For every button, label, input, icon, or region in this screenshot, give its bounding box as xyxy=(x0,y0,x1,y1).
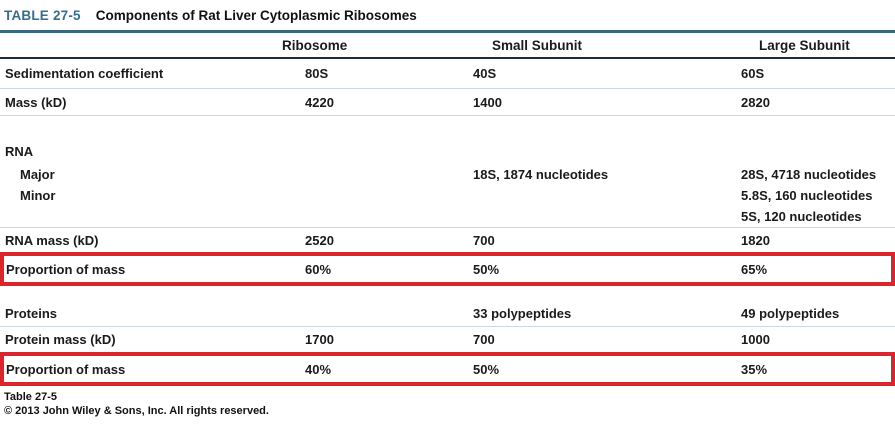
highlight-box-rna-proportion: Proportion of mass 60% 50% 65% xyxy=(0,252,895,286)
cell-large-subunit: 49 polypeptides xyxy=(741,305,840,321)
cell-ribosome: 40% xyxy=(305,361,332,377)
cell-ribosome: 1700 xyxy=(305,332,334,347)
row-rna-mass: RNA mass (kD) 2520 700 1820 xyxy=(0,228,895,252)
highlight-box-protein-proportion: Proportion of mass 40% 50% 35% xyxy=(0,352,895,386)
page-title: Components of Rat Liver Cytoplasmic Ribo… xyxy=(95,8,417,23)
cell-large-subunit: 28S, 4718 nucleotides xyxy=(741,167,877,182)
cell-small-subunit: 40S xyxy=(473,66,497,81)
title-rule xyxy=(0,30,895,33)
figure-footer: Table 27-5 © 2013 John Wiley & Sons, Inc… xyxy=(4,391,895,418)
cell-large-subunit: 2820 xyxy=(741,94,770,110)
cell-ribosome: 2520 xyxy=(305,232,334,248)
column-header-large-subunit: Large Subunit xyxy=(759,37,850,53)
cell-large-subunit: 35% xyxy=(741,361,768,377)
footer-table-number: Table 27-5 xyxy=(4,391,57,403)
section-gap xyxy=(0,286,895,300)
table-title-row: TABLE 27-5 Components of Rat Liver Cytopl… xyxy=(0,0,895,25)
row-proteins-section: Proteins 33 polypeptides 49 polypeptides xyxy=(0,300,895,327)
section-label: RNA xyxy=(5,143,34,159)
cell-ribosome: 80S xyxy=(305,66,329,81)
cell-small-subunit: 700 xyxy=(473,332,495,347)
row-mass: Mass (kD) 4220 1400 2820 xyxy=(0,89,895,116)
cell-small-subunit: 50% xyxy=(473,261,500,277)
row-rna-section: RNA xyxy=(0,138,895,164)
row-label: Mass (kD) xyxy=(5,94,67,110)
row-sedimentation-coefficient: Sedimentation coefficient 80S 40S 60S xyxy=(0,59,895,89)
cell-ribosome: 4220 xyxy=(305,94,334,110)
cell-small-subunit: 1400 xyxy=(473,94,502,110)
cell-large-subunit: 65% xyxy=(741,261,768,277)
row-label: Sedimentation coefficient xyxy=(5,66,164,81)
column-header-ribosome: Ribosome xyxy=(282,37,348,53)
cell-small-subunit: 33 polypeptides xyxy=(473,305,572,321)
cell-large-subunit: 60S xyxy=(741,66,765,81)
cell-large-subunit: 5S, 120 nucleotides xyxy=(741,209,862,224)
cell-small-subunit: 18S, 1874 nucleotides xyxy=(473,167,609,182)
row-label: Major xyxy=(20,167,55,182)
cell-large-subunit: 5.8S, 160 nucleotides xyxy=(741,188,873,203)
footer-copyright: © 2013 John Wiley & Sons, Inc. All right… xyxy=(4,404,269,417)
row-label: Protein mass (kD) xyxy=(5,332,116,347)
row-label: RNA mass (kD) xyxy=(5,232,99,248)
cell-small-subunit: 700 xyxy=(473,232,495,248)
cell-small-subunit: 50% xyxy=(473,361,500,377)
column-header-small-subunit: Small Subunit xyxy=(492,37,583,53)
cell-large-subunit: 1000 xyxy=(741,332,770,347)
section-gap xyxy=(0,116,895,138)
cell-large-subunit: 1820 xyxy=(741,232,770,248)
table-number: TABLE 27-5 xyxy=(4,8,81,23)
column-header-row: Ribosome Small Subunit Large Subunit xyxy=(0,33,895,59)
row-label: Proportion of mass xyxy=(6,361,126,377)
cell-ribosome: 60% xyxy=(305,261,332,277)
row-rna-major: Major 18S, 1874 nucleotides 28S, 4718 nu… xyxy=(0,164,895,185)
row-label: Minor xyxy=(20,188,56,203)
row-label: Proportion of mass xyxy=(6,261,126,277)
row-protein-mass: Protein mass (kD) 1700 700 1000 xyxy=(0,327,895,352)
section-label: Proteins xyxy=(5,305,58,321)
row-rna-minor: Minor 5.8S, 160 nucleotides xyxy=(0,185,895,206)
row-rna-minor-continued: 5S, 120 nucleotides xyxy=(0,206,895,228)
